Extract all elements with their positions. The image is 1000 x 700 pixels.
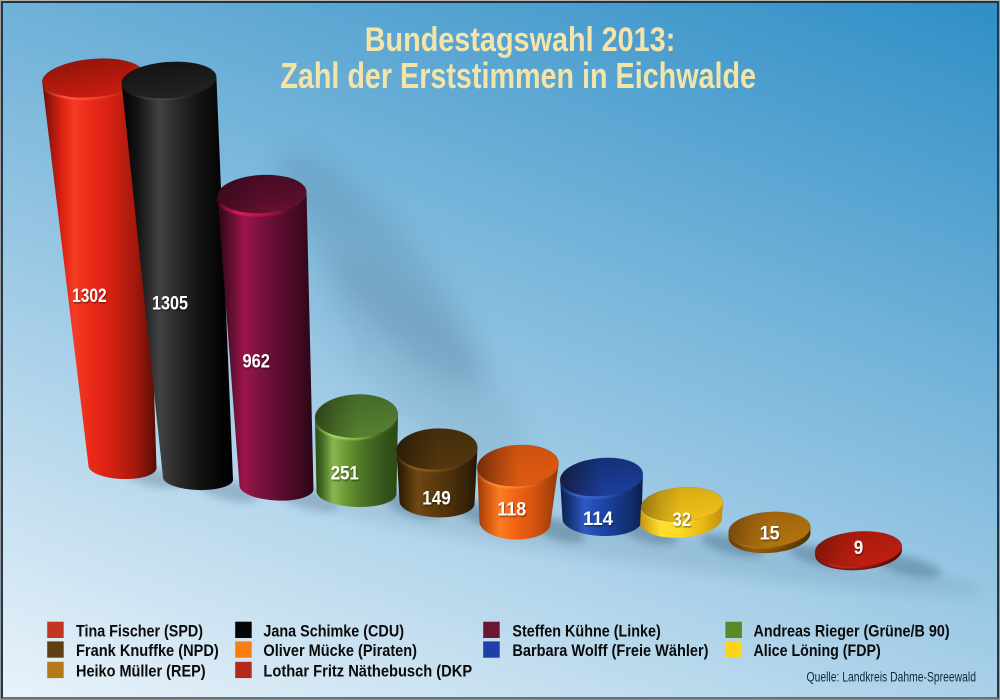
svg-text:9: 9 (854, 537, 864, 559)
svg-text:Bundestagswahl 2013:: Bundestagswahl 2013: (365, 21, 676, 59)
svg-text:251: 251 (331, 463, 359, 485)
svg-text:149: 149 (422, 487, 451, 509)
svg-text:Heiko Müller (REP): Heiko Müller (REP) (76, 661, 206, 680)
svg-text:118: 118 (497, 498, 526, 520)
svg-text:1305: 1305 (152, 292, 188, 314)
svg-text:1302: 1302 (72, 285, 107, 307)
svg-text:Steffen Kühne (Linke): Steffen Kühne (Linke) (512, 621, 660, 640)
svg-text:Zahl der Erststimmen in Eichwa: Zahl der Erststimmen in Eichwalde (280, 55, 756, 96)
svg-text:Oliver Mücke (Piraten): Oliver Mücke (Piraten) (263, 641, 417, 660)
svg-text:114: 114 (583, 508, 613, 530)
svg-text:Lothar Fritz Näthebusch (DKP: Lothar Fritz Näthebusch (DKP (263, 661, 472, 680)
svg-text:Jana Schimke (CDU): Jana Schimke (CDU) (263, 621, 404, 640)
svg-text:15: 15 (760, 523, 780, 545)
svg-text:Andreas Rieger (Grüne/B 90): Andreas Rieger (Grüne/B 90) (754, 621, 950, 640)
svg-text:Frank Knuffke (NPD): Frank Knuffke (NPD) (76, 641, 219, 660)
svg-text:Tina Fischer (SPD): Tina Fischer (SPD) (76, 621, 203, 640)
svg-text:32: 32 (673, 509, 692, 531)
svg-text:Barbara Wolff (Freie Wähler): Barbara Wolff (Freie Wähler) (512, 641, 708, 660)
svg-text:Alice Löning (FDP): Alice Löning (FDP) (754, 641, 881, 660)
svg-text:962: 962 (242, 351, 270, 373)
svg-text:Quelle: Landkreis Dahme-Spreew: Quelle: Landkreis Dahme-Spreewald (807, 669, 977, 684)
